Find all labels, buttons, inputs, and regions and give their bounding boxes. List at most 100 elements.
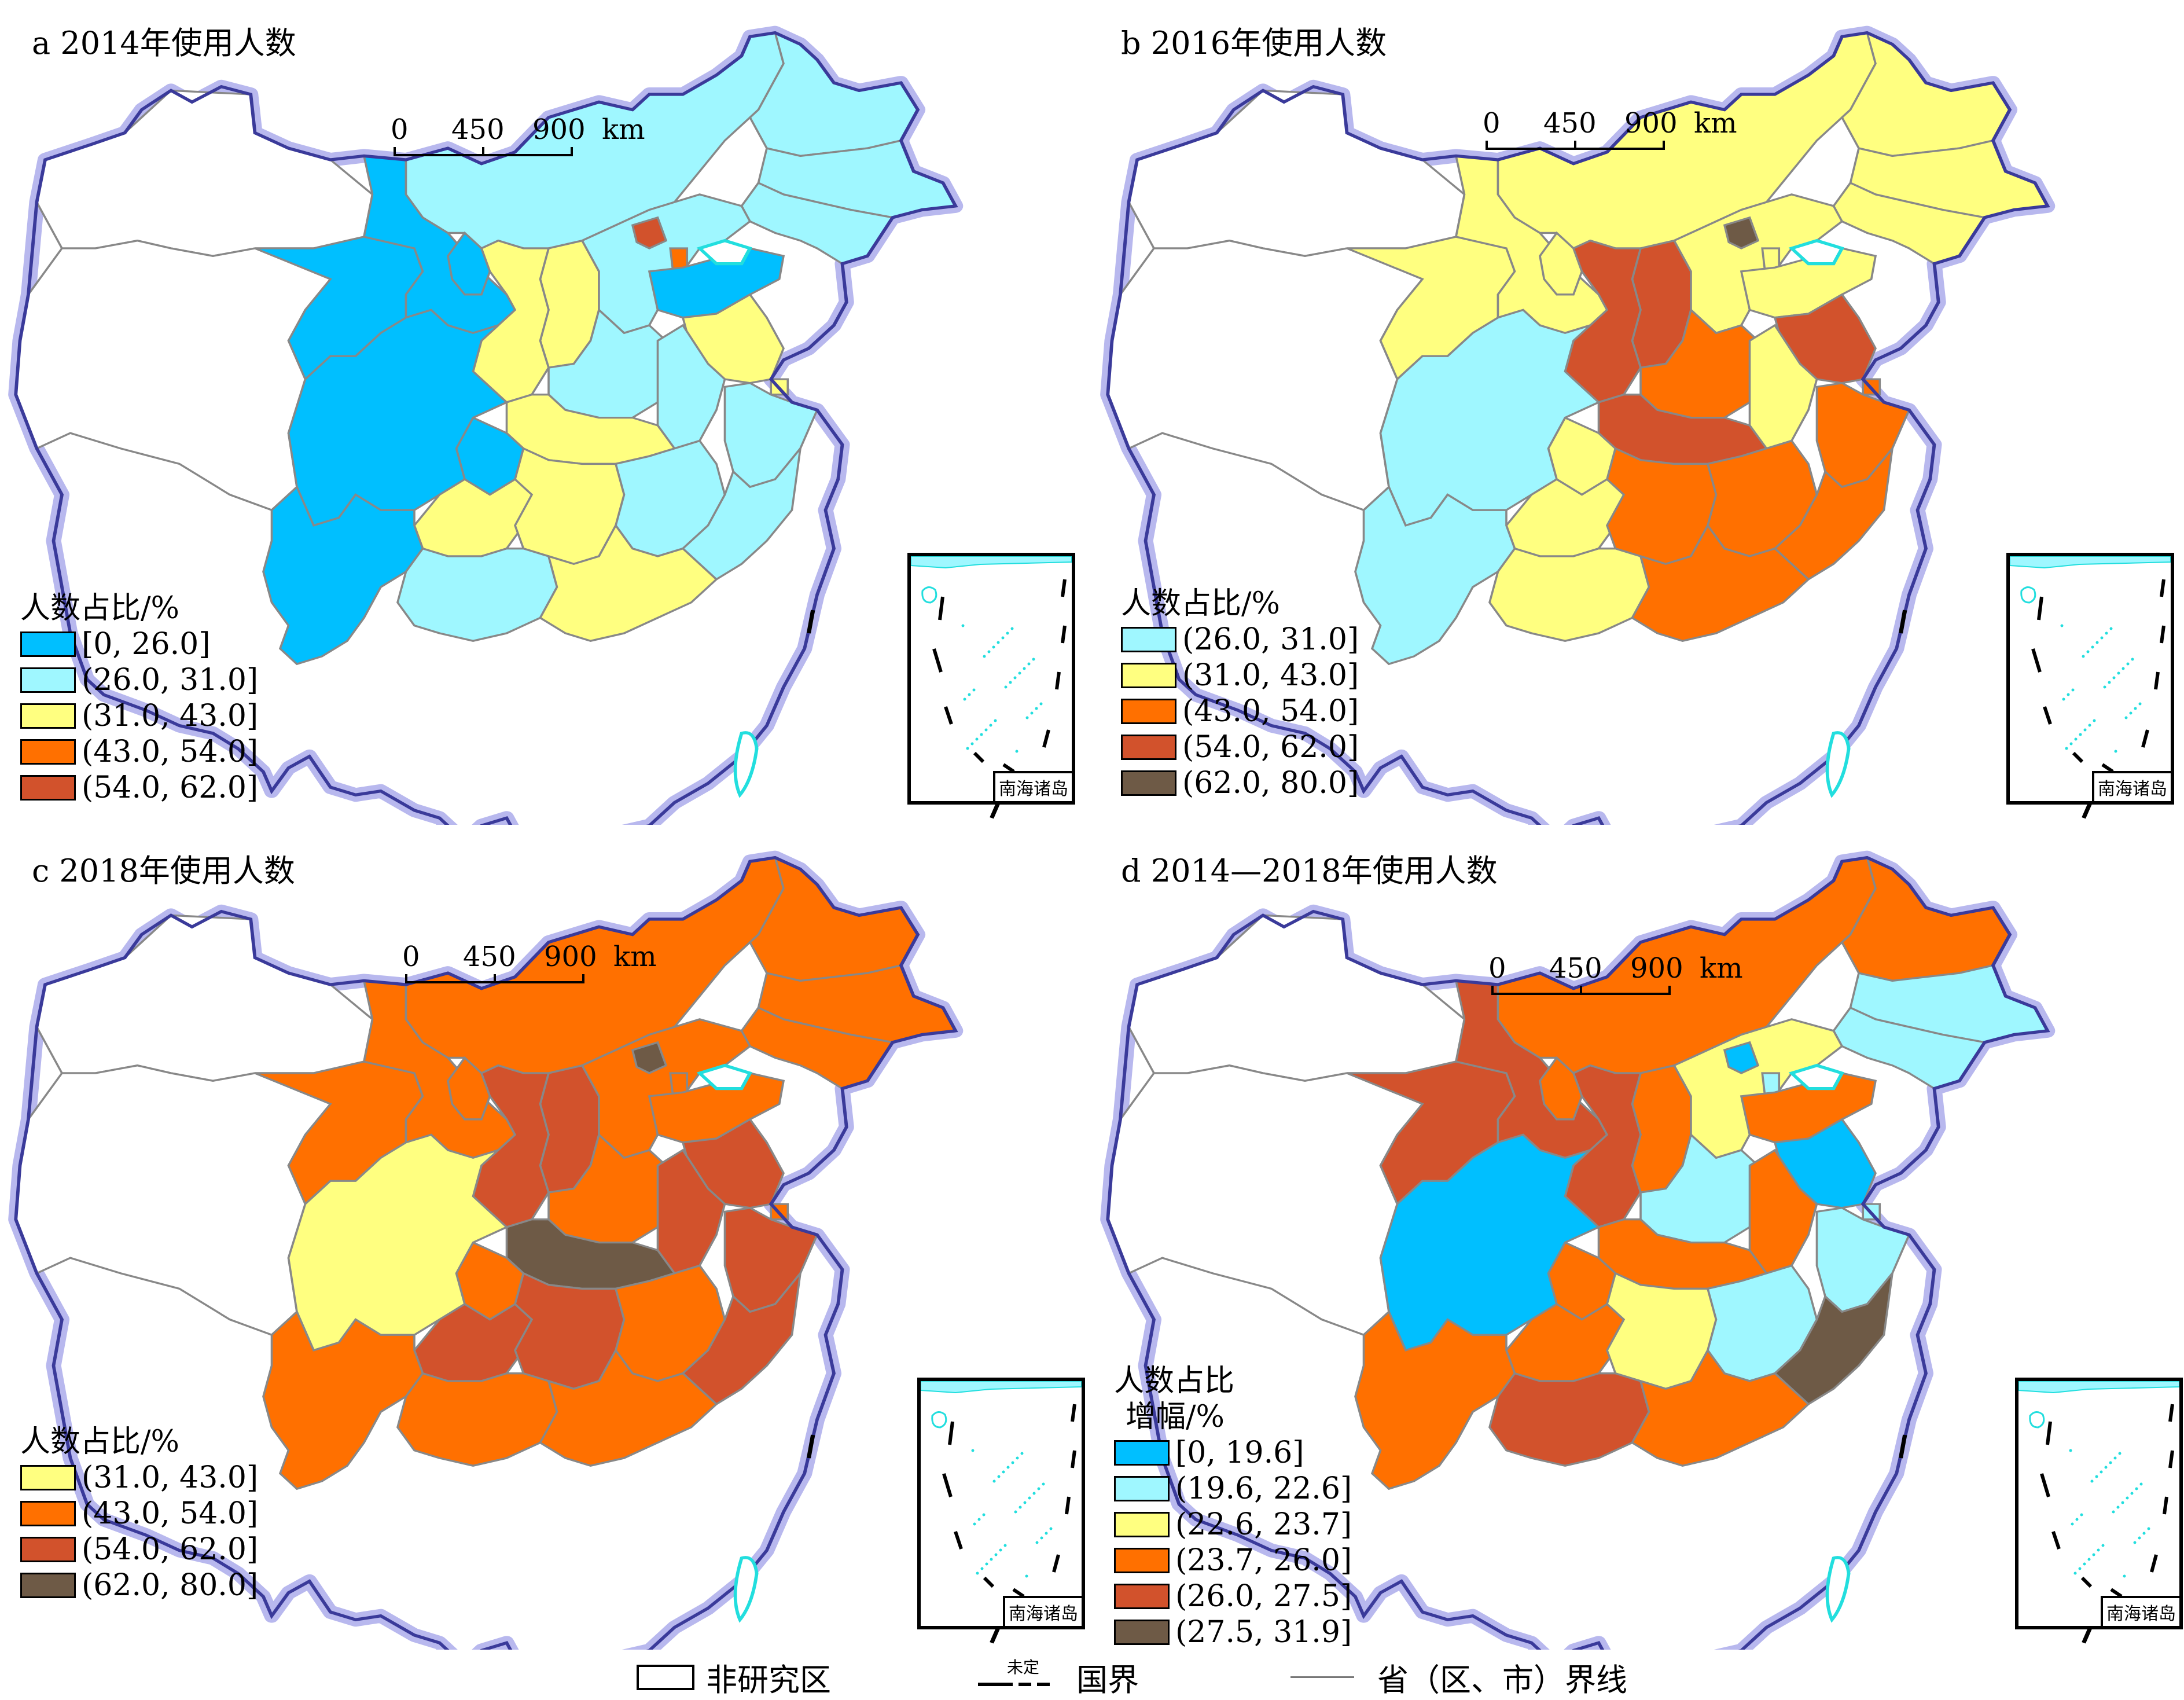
legend-item: (27.5, 31.9]: [1114, 1614, 1352, 1650]
panel-title: a 2014年使用人数: [32, 25, 296, 61]
national-border: [14, 855, 958, 1650]
inset-label: 南海诸岛: [993, 771, 1072, 801]
legend-label: (43.0, 54.0]: [82, 1496, 259, 1531]
legend-item: (54.0, 62.0]: [1121, 729, 1359, 765]
legend-item: (62.0, 80.0]: [20, 1567, 258, 1603]
scale-bar: 0 450 900 km: [394, 941, 671, 993]
legend-label: (54.0, 62.0]: [82, 1532, 259, 1567]
legend-item: (43.0, 54.0]: [20, 1496, 258, 1532]
inset-label: 南海诸岛: [2101, 1596, 2179, 1626]
province-gd: [539, 523, 718, 642]
maritime-border-dash: [806, 1434, 815, 1459]
legend: 人数占比 增幅/% [0, 19.6] (19.6, 22.6] (22.6, 23.7…: [1114, 1363, 1352, 1650]
province-yn: [1354, 1310, 1516, 1490]
taiwan-island: [1825, 731, 1851, 798]
legend-item: (26.0, 31.0]: [1121, 622, 1359, 658]
legend-title: 人数占比/%: [1121, 586, 1280, 621]
province-bj: [1723, 216, 1760, 249]
legend-swatch: [1114, 1620, 1170, 1645]
scale-bar: 0 450 900 km: [1480, 952, 1758, 1004]
china-map-b: [1100, 25, 2096, 825]
taiwan-island: [1825, 1556, 1851, 1623]
south-china-sea-islands: [2009, 556, 2171, 773]
legend: 人数占比/% (26.0, 31.0] (31.0, 43.0] (43.0, 54.…: [1121, 586, 1359, 801]
province-xj: [35, 89, 374, 257]
legend-label: (26.0, 31.0]: [82, 663, 259, 697]
province-yn: [1354, 485, 1516, 666]
national-border: [1106, 855, 2050, 1650]
legend-swatch: [20, 1501, 76, 1526]
legend-item: (62.0, 80.0]: [1121, 765, 1359, 801]
legend-swatch: [20, 1465, 76, 1490]
scale-label-450: 450: [451, 113, 505, 146]
china-map-d: [1100, 850, 2096, 1650]
national-border: [14, 31, 958, 825]
china-map-a: [8, 25, 1004, 825]
legend-item: (54.0, 62.0]: [20, 770, 258, 806]
legend-label: (62.0, 80.0]: [82, 1568, 259, 1603]
legend-swatch: [20, 1537, 76, 1562]
legend-item: (23.7, 26.0]: [1114, 1543, 1352, 1578]
legend-label: (43.0, 54.0]: [1182, 694, 1359, 729]
legend-swatch: [20, 1573, 76, 1598]
legend: 人数占比/% [0, 26.0] (26.0, 31.0] (31.0, 43.0](…: [20, 590, 258, 806]
legend-swatch: [20, 631, 76, 657]
legend-label: (54.0, 62.0]: [1182, 730, 1359, 765]
province-xj: [1127, 914, 1466, 1082]
legend-label: (43.0, 54.0]: [82, 735, 259, 769]
province-xj: [1127, 89, 1466, 257]
legend-item: (31.0, 43.0]: [1121, 658, 1359, 693]
province-bj: [631, 216, 668, 249]
legend-label: (31.0, 43.0]: [1182, 658, 1359, 693]
south-china-sea-islands: [920, 1380, 1082, 1598]
legend-item: (19.6, 22.6]: [1114, 1471, 1352, 1507]
legend-swatch: [1114, 1512, 1170, 1537]
legend-title: 人数占比: [1114, 1364, 1235, 1398]
legend-swatch: [1121, 770, 1176, 796]
scale-bar: 0 450 900 km: [382, 113, 660, 166]
scale-unit: km: [602, 113, 645, 146]
key-non-study-area: 非研究区: [637, 1654, 831, 1700]
legend-label: (31.0, 43.0]: [82, 699, 259, 733]
legend-label: (26.0, 27.5]: [1175, 1579, 1352, 1614]
key-national-border: 未定 国界: [978, 1654, 1139, 1700]
map-panel-d: d 2014—2018年使用人数 0 450 900 km 人数占比 增幅/% [0…: [1092, 825, 2184, 1650]
bohai-sea: [696, 1063, 753, 1091]
south-china-sea-inset: 南海诸岛: [2006, 553, 2174, 805]
legend-swatch: [20, 775, 76, 801]
legend-label: (19.6, 22.6]: [1175, 1471, 1352, 1506]
legend-title: 人数占比/%: [20, 1424, 179, 1459]
taiwan-island: [733, 1556, 759, 1623]
province-gd: [1631, 1348, 1810, 1467]
panel-title: c 2018年使用人数: [32, 853, 295, 889]
legend-swatch: [20, 667, 76, 693]
scale-label-900: 900: [532, 113, 586, 146]
province-ah: [656, 1148, 726, 1275]
province-ah: [656, 324, 726, 450]
legend-item: (31.0, 43.0]: [20, 1460, 258, 1496]
south-china-sea-inset: 南海诸岛: [907, 553, 1075, 805]
legend-swatch: [1121, 663, 1176, 688]
panel-title: b 2016年使用人数: [1121, 25, 1387, 61]
legend: 人数占比/% (31.0, 43.0] (43.0, 54.0] (54.0, 62.…: [20, 1424, 258, 1603]
legend-label: [0, 26.0]: [82, 627, 211, 662]
scale-bar: 0 450 900 km: [1474, 107, 1752, 159]
legend-swatch: [1121, 735, 1176, 760]
province-ah: [1748, 324, 1818, 450]
maritime-border-dash: [1898, 1434, 1907, 1459]
province-bj: [1723, 1041, 1760, 1074]
legend-swatch: [1114, 1476, 1170, 1501]
legend-subtitle: 增幅/%: [1126, 1400, 1225, 1434]
legend-label: [0, 19.6]: [1175, 1435, 1304, 1470]
province-yn: [262, 1310, 424, 1490]
south-china-sea-islands: [2018, 1380, 2180, 1598]
legend-swatch: [20, 703, 76, 729]
inset-label: 南海诸岛: [1003, 1596, 1082, 1626]
map-panel-c: c 2018年使用人数 0 450 900 km 人数占比/% (31.0, 43…: [0, 825, 1092, 1650]
legend-swatch: [1114, 1548, 1170, 1573]
panel-title: d 2014—2018年使用人数: [1121, 853, 1498, 889]
legend-label: (54.0, 62.0]: [82, 770, 259, 805]
legend-item: [0, 26.0]: [20, 626, 258, 662]
legend-swatch: [1114, 1584, 1170, 1609]
bohai-sea: [696, 238, 753, 266]
